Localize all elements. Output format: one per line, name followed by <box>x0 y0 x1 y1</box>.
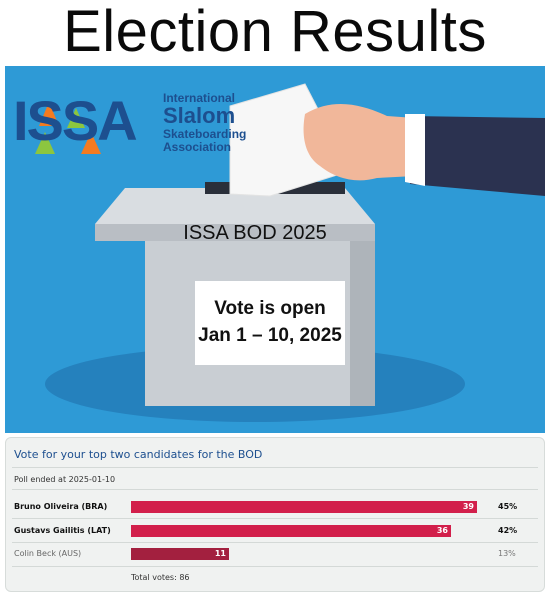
vote-percent: 13% <box>498 549 516 558</box>
divider <box>12 566 538 567</box>
divider <box>12 518 538 519</box>
candidate-row: Gustavs Gailitis (LAT) 36 42% <box>6 525 546 539</box>
vote-open-notice: Vote is open Jan 1 – 10, 2025 <box>195 281 345 365</box>
candidate-name: Gustavs Gailitis (LAT) <box>14 526 111 535</box>
poll-title: Vote for your top two candidates for the… <box>14 448 263 461</box>
vote-count: 39 <box>462 502 474 511</box>
logo-line-4: Association <box>163 140 232 154</box>
notice-line-1: Vote is open <box>214 298 326 319</box>
logo-line-3: Skateboarding <box>163 127 247 141</box>
candidate-name: Colin Beck (AUS) <box>14 549 82 558</box>
vote-bar: 11 <box>131 548 229 560</box>
election-banner-image: ISSA International Slalom Skateboarding … <box>5 66 545 433</box>
notice-line-2: Jan 1 – 10, 2025 <box>198 325 342 346</box>
vote-percent: 45% <box>498 502 518 511</box>
vote-percent: 42% <box>498 526 518 535</box>
poll-results-card: Vote for your top two candidates for the… <box>5 437 545 592</box>
ballot-box-illustration <box>35 83 545 422</box>
vote-bar: 39 <box>131 501 477 513</box>
vote-count: 11 <box>214 549 226 558</box>
divider <box>12 542 538 543</box>
vote-bar: 36 <box>131 525 451 537</box>
divider <box>12 467 538 468</box>
logo-line-1: International <box>163 91 236 105</box>
candidate-row: Colin Beck (AUS) 11 13% <box>6 548 546 562</box>
divider <box>12 489 538 490</box>
logo-line-2: Slalom <box>163 103 236 128</box>
total-votes: Total votes: 86 <box>131 573 190 582</box>
page-title: Election Results <box>63 0 487 64</box>
issa-logo-acronym: ISSA <box>13 89 138 152</box>
ballot-box-label: ISSA BOD 2025 <box>183 222 327 244</box>
candidate-name: Bruno Oliveira (BRA) <box>14 502 108 511</box>
candidate-row: Bruno Oliveira (BRA) 39 45% <box>6 501 546 515</box>
poll-ended-text: Poll ended at 2025-01-10 <box>14 475 116 484</box>
vote-count: 36 <box>436 526 448 535</box>
